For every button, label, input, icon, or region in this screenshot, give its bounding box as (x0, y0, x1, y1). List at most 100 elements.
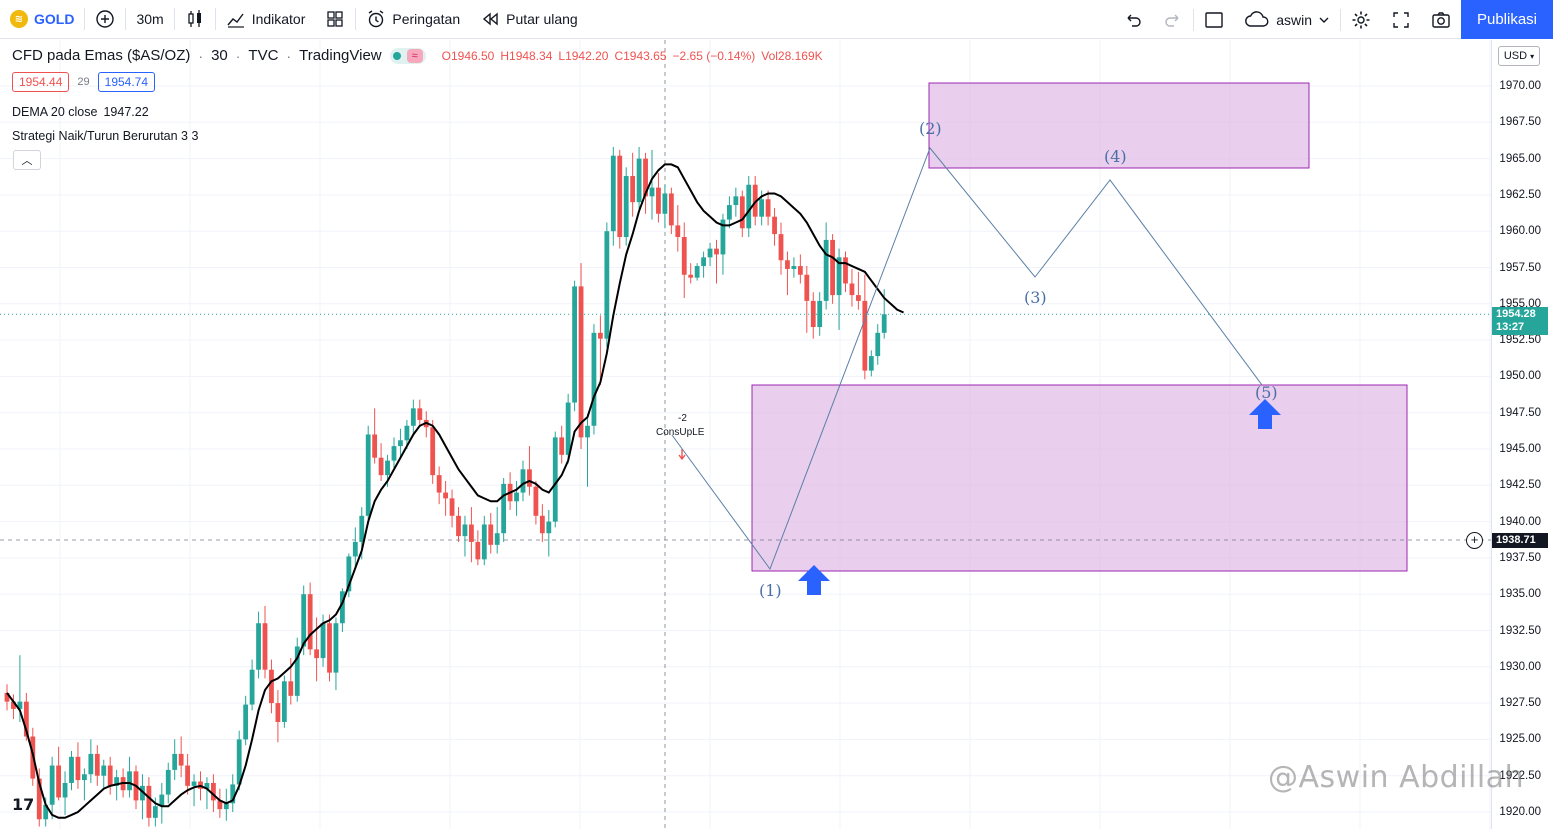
candle-body (243, 704, 249, 740)
candle-body (217, 800, 223, 810)
chart-canvas[interactable]: (1) (2) (3) (4) (5) -2 ConsUpLE (0, 40, 1491, 829)
candle-body (688, 274, 694, 278)
candle-body (101, 765, 107, 776)
tradingview-logo-icon[interactable]: 𝟭𝟳 (12, 797, 35, 814)
demand-zone (751, 384, 1408, 572)
wave-label-1: (1) (759, 581, 782, 600)
snapshot-button[interactable] (1421, 0, 1461, 39)
last-price-value: 1954.28 (1496, 308, 1536, 321)
wave-label-5: (5) (1255, 383, 1278, 402)
price-axis[interactable]: 1920.00 1922.50 1925.00 1927.50 1930.00 1932.… (1491, 40, 1553, 829)
wave-label-3: (3) (1024, 288, 1047, 307)
fullscreen-toggle-button[interactable] (1194, 0, 1234, 39)
candle-body (720, 219, 726, 255)
candles-icon (188, 10, 201, 27)
candle-body (707, 248, 713, 258)
candle-body (23, 701, 29, 737)
redo-button[interactable] (1153, 0, 1193, 39)
candle-body (340, 591, 345, 624)
candle-body (281, 681, 287, 722)
layout-button[interactable] (315, 0, 355, 39)
candle-body (178, 753, 184, 766)
candle-body (604, 231, 610, 339)
legend-separator: · (198, 47, 204, 64)
save-layout-button[interactable]: aswin (1234, 0, 1340, 39)
strategy-label: Strategi Naik/Turun Berurutan 3 3 (12, 129, 199, 143)
add-alert-plus-icon[interactable]: + (1466, 532, 1483, 549)
candle-body (172, 753, 178, 770)
candle-body (94, 753, 100, 776)
alerts-button[interactable]: Peringatan (356, 0, 470, 39)
candle-body (469, 524, 474, 542)
candle-body (378, 457, 384, 476)
fullscreen-button[interactable] (1381, 0, 1421, 39)
legend-interval: 30 (211, 47, 228, 64)
candle-body (223, 803, 229, 810)
elliott-wave-line (671, 147, 1263, 571)
candle-body (752, 184, 758, 217)
candle-body (410, 408, 416, 426)
candle-body (146, 785, 152, 818)
candle-body (617, 155, 623, 238)
compare-button[interactable] (85, 0, 125, 39)
wave-icon: ≈ (406, 48, 423, 63)
candle-body (62, 782, 68, 798)
candle-body (585, 425, 590, 438)
currency-selector[interactable]: USD ▾ (1498, 46, 1540, 66)
candle-body (185, 765, 190, 786)
candle-body (668, 193, 674, 226)
candle-body (849, 283, 855, 296)
candle-body (810, 300, 816, 328)
buy-price-button[interactable]: 1954.74 (97, 72, 156, 92)
candle-body (746, 184, 752, 229)
price-tick-label: 1952.50 (1499, 334, 1541, 347)
price-chart[interactable]: (1) (2) (3) (4) (5) -2 ConsUpLE (0, 40, 1491, 829)
candle-body (159, 794, 165, 807)
candle-body (256, 623, 261, 670)
settings-button[interactable] (1341, 0, 1381, 39)
replay-button[interactable]: Putar ulang (470, 0, 588, 39)
redo-icon (1165, 14, 1179, 27)
sell-price-button[interactable]: 1954.44 (12, 72, 70, 92)
candle-body (572, 286, 577, 403)
divider (1193, 8, 1195, 31)
candle-body (75, 756, 81, 781)
price-tick-label: 1965.00 (1499, 152, 1541, 165)
candle-body (249, 669, 255, 705)
expand-icon (1393, 11, 1409, 28)
chart-type-button[interactable] (175, 0, 215, 39)
candle-body (733, 196, 739, 206)
candle-body (785, 260, 790, 269)
legend-separator: · (235, 47, 241, 64)
strategy-legend[interactable]: Strategi Naik/Turun Berurutan 3 3 (12, 129, 198, 143)
dema-indicator-legend[interactable]: DEMA 20 close 1947.22 (12, 105, 149, 119)
publish-button[interactable]: Publikasi (1461, 0, 1553, 39)
candle-body (598, 332, 603, 339)
market-status-badge[interactable]: ≈ (389, 47, 426, 64)
candle-body (791, 266, 797, 269)
collapse-legend-button[interactable]: ︿ (13, 150, 41, 170)
candle-body (610, 155, 616, 232)
candle-body (385, 460, 390, 476)
indicators-button[interactable]: Indikator (216, 0, 316, 39)
interval-button[interactable]: 30m (126, 0, 173, 39)
market-open-dot (392, 51, 401, 60)
candle-body (533, 486, 539, 516)
symbol-search[interactable]: ≋ GOLD (0, 0, 84, 39)
price-tick-label: 1935.00 (1499, 588, 1541, 601)
instrument-title[interactable]: CFD pada Emas ($AS/OZ) (12, 47, 191, 64)
candle-body (165, 769, 171, 795)
dema-label: DEMA 20 close (12, 105, 98, 119)
change-value: −2.65 (−0.14%) (672, 48, 756, 63)
candle-body (346, 556, 352, 592)
candle-body (17, 701, 23, 709)
candle-body (107, 765, 113, 786)
candle-body (739, 196, 745, 229)
candle-body (307, 594, 313, 650)
candle-body (868, 356, 874, 371)
last-price-tag: 1954.28 13:27 (1492, 307, 1548, 336)
undo-button[interactable] (1113, 0, 1153, 39)
candle-body (49, 765, 55, 805)
divider (214, 8, 216, 30)
candle-body (797, 266, 803, 275)
